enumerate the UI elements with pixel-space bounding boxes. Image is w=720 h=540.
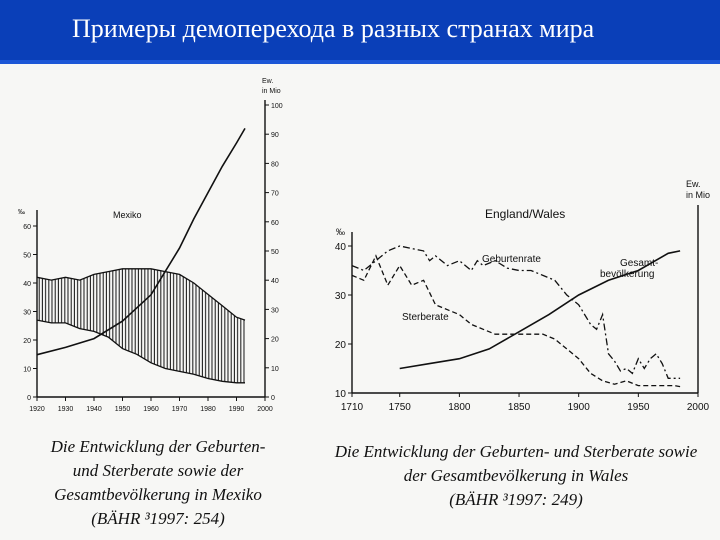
mexico-x-tick-label: 1970	[172, 406, 188, 413]
mexico-x-tick-label: 1930	[58, 406, 74, 413]
mexico-natural-increase-band	[37, 268, 245, 383]
wales-annotation-population-1: Gesamt-	[620, 258, 658, 269]
wales-x-tick-label: 1850	[508, 402, 531, 413]
wales-birth-rate-line	[351, 245, 681, 379]
mexico-right-axis-unit-1: Ew.	[262, 78, 273, 85]
mexico-right-tick-label: 0	[271, 395, 275, 402]
mexico-right-tick-label: 10	[271, 366, 279, 373]
wales-annotation-population-2: bevölkerung	[600, 269, 654, 280]
mexico-right-tick-label: 90	[271, 132, 279, 139]
wales-caption-line: (BÄHR ³1997: 249)	[449, 490, 583, 509]
wales-x-tick-label: 1800	[448, 402, 471, 413]
mexico-left-tick-label: 20	[23, 338, 31, 345]
title-underline	[0, 60, 720, 64]
mexico-left-tick-label: 40	[23, 281, 31, 288]
mexico-caption-line: und Sterberate sowie der	[72, 461, 244, 480]
mexico-left-tick-label: 60	[23, 224, 31, 231]
page-title: Примеры демоперехода в разных странах ми…	[72, 14, 595, 43]
mexico-right-tick-label: 30	[271, 307, 279, 314]
wales-caption-line: Die Entwicklung der Geburten- und Sterbe…	[334, 442, 698, 461]
mexico-caption: Die Entwicklung der Geburten- und Sterbe…	[28, 435, 288, 531]
mexico-right-tick-label: 100	[271, 103, 283, 110]
wales-left-tick-label: 20	[335, 340, 347, 351]
wales-annotation-birth-rate: Geburtenrate	[482, 254, 541, 265]
mexico-x-tick-label: 1950	[115, 406, 131, 413]
wales-x-tick-label: 1750	[389, 402, 412, 413]
mexico-caption-line: Gesamtbevölkerung in Mexiko	[54, 485, 262, 504]
wales-left-tick-label: 40	[335, 242, 347, 253]
wales-death-rate-line	[351, 254, 681, 388]
mexico-population-line	[36, 127, 246, 356]
mexico-right-axis-unit-2: in Mio	[262, 88, 281, 95]
mexico-right-tick-label: 80	[271, 161, 279, 168]
wales-left-tick-label: 10	[335, 389, 347, 400]
mexico-left-tick-label: 10	[23, 367, 31, 374]
mexico-x-tick-label: 1960	[143, 406, 159, 413]
wales-x-tick-label: 1900	[568, 402, 591, 413]
wales-left-tick-label: 30	[335, 291, 347, 302]
wales-caption-line: der Gesamtbevölkerung in Wales	[403, 466, 629, 485]
wales-right-axis-unit-2: in Mio	[686, 190, 710, 200]
wales-left-axis-unit: ‰	[336, 227, 345, 237]
mexico-left-axis-unit: ‰	[18, 209, 25, 216]
wales-caption: Die Entwicklung der Geburten- und Sterbe…	[318, 440, 714, 512]
mexico-death-rate-line	[36, 319, 245, 384]
mexico-birth-rate-line	[36, 268, 246, 321]
mexico-chart-title: Mexiko	[113, 210, 142, 220]
mexico-x-tick-label: 1980	[200, 406, 216, 413]
mexico-chart: 0 10 20 30 40 50 60 0 10 20 30 40 50 60 70 80 90 100 1920 1…	[18, 78, 283, 413]
mexico-caption-line: (BÄHR ³1997: 254)	[91, 509, 225, 528]
mexico-right-tick-label: 50	[271, 249, 279, 256]
wales-x-tick-label: 1710	[341, 402, 364, 413]
wales-x-tick-label: 1950	[627, 402, 650, 413]
mexico-x-tick-label: 1990	[229, 406, 245, 413]
title-bar: Примеры демоперехода в разных странах ми…	[0, 0, 720, 64]
mexico-right-tick-label: 20	[271, 337, 279, 344]
wales-chart: 10 20 30 40 1710 1750 1800 1850 1900 1950 2000 ‰ Ew.…	[335, 179, 710, 413]
wales-annotation-death-rate: Sterberate	[402, 312, 449, 323]
wales-chart-title: England/Wales	[485, 207, 565, 221]
mexico-x-tick-label: 1920	[29, 406, 45, 413]
mexico-left-tick-label: 0	[27, 395, 31, 402]
mexico-x-tick-label: 2000	[257, 406, 273, 413]
mexico-left-tick-label: 50	[23, 253, 31, 260]
wales-population-line	[399, 250, 681, 370]
wales-x-tick-label: 2000	[687, 402, 710, 413]
mexico-right-tick-label: 60	[271, 220, 279, 227]
mexico-left-tick-label: 30	[23, 310, 31, 317]
wales-right-axis-unit-1: Ew.	[686, 179, 701, 189]
mexico-caption-line: Die Entwicklung der Geburten-	[50, 437, 266, 456]
mexico-right-tick-label: 70	[271, 191, 279, 198]
mexico-x-tick-label: 1940	[86, 406, 102, 413]
mexico-right-tick-label: 40	[271, 278, 279, 285]
